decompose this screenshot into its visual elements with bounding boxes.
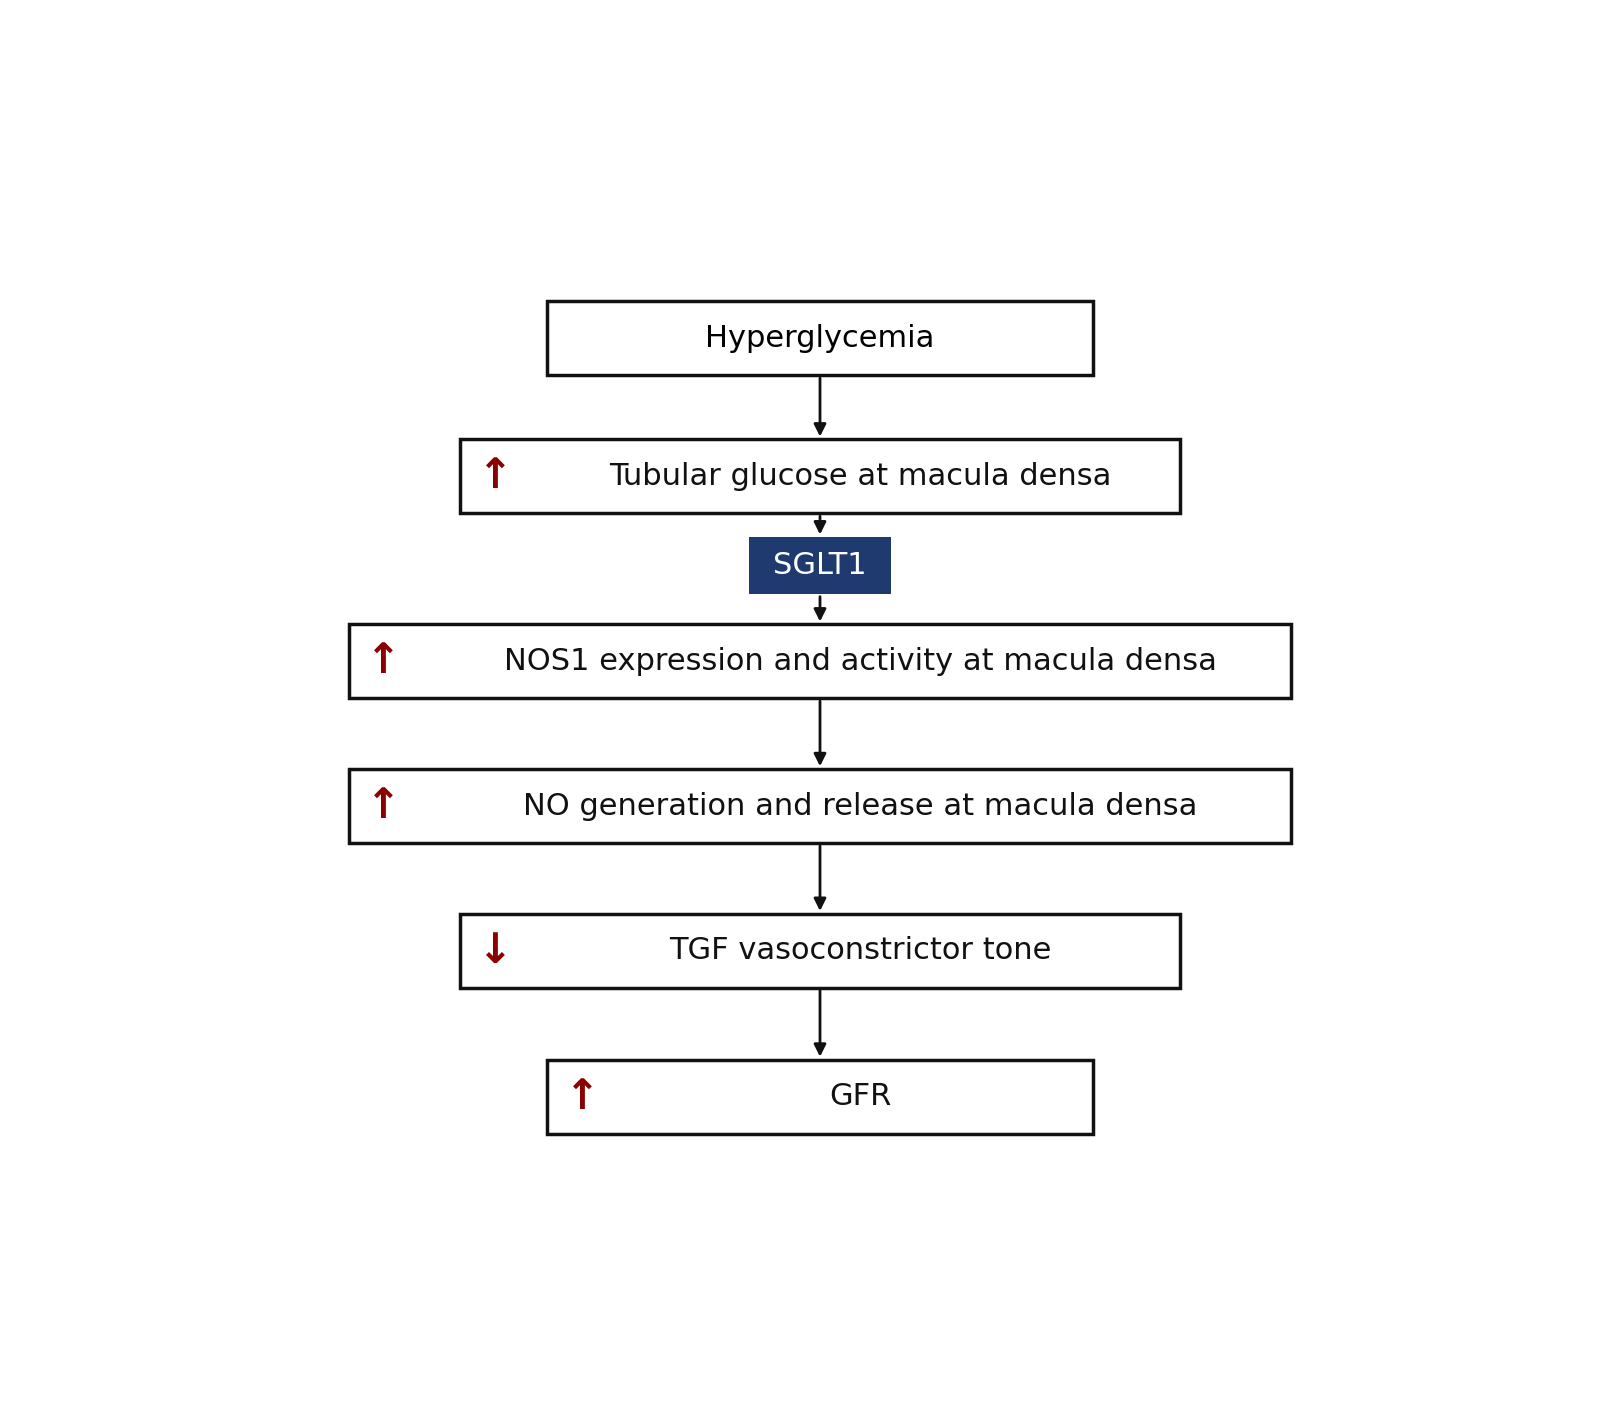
Text: ↑: ↑	[366, 640, 402, 682]
Text: SGLT1: SGLT1	[773, 551, 867, 581]
Bar	[349, 769, 1291, 844]
Bar	[547, 301, 1093, 376]
Text: GFR: GFR	[829, 1082, 891, 1111]
Text: Hyperglycemia: Hyperglycemia	[706, 324, 934, 353]
Bar	[749, 537, 891, 593]
Text: Tubular glucose at macula densa: Tubular glucose at macula densa	[610, 462, 1112, 490]
Text: NO generation and release at macula densa: NO generation and release at macula dens…	[523, 791, 1197, 821]
Bar	[349, 625, 1291, 698]
Text: ↓: ↓	[478, 930, 512, 972]
Bar	[461, 439, 1179, 513]
Text: ↑: ↑	[478, 455, 512, 497]
Text: NOS1 expression and activity at macula densa: NOS1 expression and activity at macula d…	[504, 647, 1216, 675]
Bar	[547, 1060, 1093, 1133]
Text: ↑: ↑	[565, 1075, 600, 1118]
Text: TGF vasoconstrictor tone: TGF vasoconstrictor tone	[669, 937, 1051, 965]
Text: ↑: ↑	[366, 786, 402, 827]
Bar	[461, 914, 1179, 988]
